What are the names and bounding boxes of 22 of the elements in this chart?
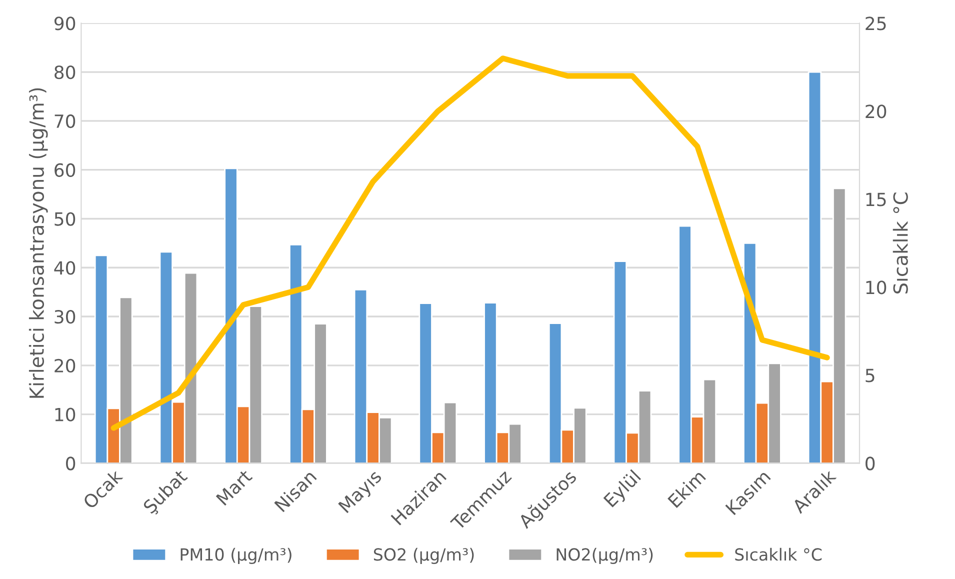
y-tick-label: 30 [54,310,76,324]
legend-label: Sıcaklık °C [735,548,822,561]
y-tick-label: 0 [66,456,76,470]
y-tick-label: 90 [54,16,76,30]
legend-label: NO2(µg/m³) [556,548,653,564]
legend-label: SO2 (µg/m³) [374,548,474,564]
y-tick-label: 60 [54,163,76,177]
y-axis-title: Kirletici konsantrasyonu (µg/m³) [28,88,48,398]
y2-tick-label: 5 [866,368,874,382]
y2-axis-title: Sıcaklık °C [892,192,908,294]
legend-label: PM10 (µg/m³) [180,548,292,564]
y2-tick-label: 25 [866,16,886,30]
y2-tick-label: 10 [866,280,886,294]
y-tick-label: 20 [54,358,76,373]
y-tick-label: 10 [55,408,76,422]
y-tick-label: 70 [54,114,76,128]
y-tick-label: 50 [54,212,76,226]
y2-tick-label: 0 [866,456,875,470]
y-tick-label: 40 [54,261,76,275]
y2-tick-label: 20 [866,104,886,118]
y2-tick-label: 15 [866,192,886,206]
y-tick-label: 80 [54,66,76,80]
